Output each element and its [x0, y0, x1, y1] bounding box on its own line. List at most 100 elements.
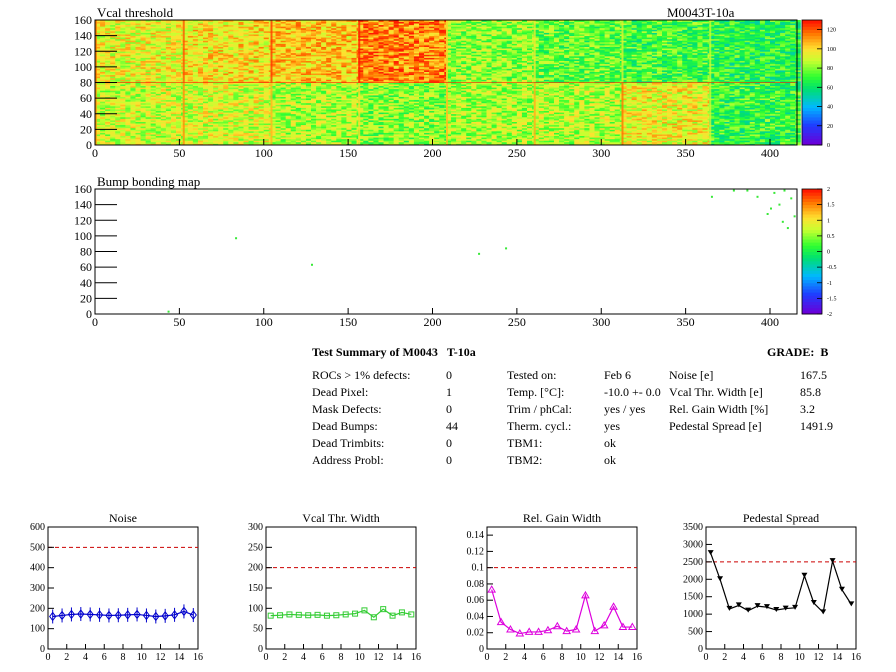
heatmap-cell — [476, 110, 482, 113]
heatmap-cell — [599, 124, 606, 127]
heatmap-cell — [589, 130, 595, 133]
heatmap-cell — [626, 101, 633, 104]
heatmap-cell — [270, 112, 276, 115]
heatmap-cell — [110, 84, 116, 87]
heatmap-cell — [667, 109, 673, 112]
heatmap-cell — [548, 121, 555, 124]
heatmap-cell — [584, 110, 590, 113]
heatmap-cell — [434, 123, 440, 126]
heatmap-cell — [238, 126, 244, 129]
heatmap-cell — [511, 82, 518, 85]
heatmap-cell — [702, 102, 708, 105]
heatmap-cell — [100, 101, 106, 104]
heatmap-cell — [388, 95, 395, 97]
heatmap-cell — [692, 127, 698, 130]
heatmap-cell — [636, 84, 643, 87]
heatmap-cell — [336, 118, 342, 121]
heatmap-cell — [677, 101, 683, 104]
heatmap-cell — [383, 113, 390, 116]
heatmap-cell — [182, 123, 189, 126]
heatmap-cell — [197, 135, 204, 138]
heatmap-cell — [584, 135, 590, 138]
heatmap-cell — [636, 126, 643, 129]
heatmap-cell — [589, 141, 595, 144]
heatmap-cell — [456, 132, 462, 135]
heatmap-cell — [270, 113, 276, 116]
heatmap-cell — [305, 96, 312, 99]
heatmap-cell — [383, 124, 390, 127]
heatmap-cell — [548, 132, 555, 135]
heatmap-cell — [439, 109, 445, 112]
heatmap-cell — [223, 123, 229, 126]
heatmap-cell — [213, 99, 219, 102]
heatmap-cell — [446, 99, 452, 102]
heatmap-cell — [506, 137, 513, 140]
heatmap-cell — [105, 127, 111, 130]
heatmap-cell — [692, 84, 698, 87]
heatmap-cell — [461, 85, 467, 88]
heatmap-cell — [176, 138, 182, 141]
heatmap-cell — [564, 98, 570, 101]
heatmap-cell — [501, 104, 508, 107]
heatmap-cell — [203, 124, 209, 127]
heatmap-cell — [543, 132, 550, 135]
heatmap-cell — [667, 135, 673, 138]
heatmap-cell — [456, 105, 462, 108]
heatmap-cell — [584, 95, 590, 97]
heatmap-cell — [248, 121, 255, 124]
heatmap-cell — [614, 110, 621, 113]
heatmap-cell — [187, 105, 194, 108]
heatmap-cell — [538, 113, 545, 116]
heatmap-cell — [564, 124, 570, 127]
heatmap-cell — [182, 127, 189, 130]
heatmap-cell — [533, 102, 540, 105]
heatmap-cell — [285, 102, 292, 105]
heatmap-cell — [486, 118, 492, 121]
heatmap-cell — [285, 138, 292, 141]
heatmap-cell — [599, 137, 606, 140]
heatmap-cell — [579, 118, 585, 121]
heatmap-cell — [506, 116, 513, 119]
heatmap-cell — [290, 132, 297, 135]
heatmap-cell — [388, 129, 395, 132]
heatmap-cell — [682, 93, 688, 96]
heatmap-cell — [125, 137, 131, 140]
heatmap-cell — [511, 141, 518, 144]
heatmap-cell — [662, 126, 668, 129]
heatmap-cell — [125, 124, 131, 127]
heatmap-cell — [263, 93, 270, 96]
heatmap-cell — [682, 130, 688, 133]
heatmap-cell — [150, 95, 157, 97]
heatmap-cell — [594, 140, 600, 143]
heatmap-cell — [662, 101, 668, 104]
heatmap-cell — [446, 85, 452, 88]
heatmap-cell — [321, 91, 327, 94]
heatmap-cell — [192, 93, 199, 96]
heatmap-cell — [594, 96, 600, 99]
heatmap-cell — [105, 112, 111, 115]
heatmap-cell — [393, 113, 400, 116]
heatmap-cell — [403, 82, 410, 85]
heatmap-cell — [574, 124, 580, 127]
heatmap-cell — [574, 85, 580, 88]
heatmap-cell — [238, 116, 244, 119]
heatmap-cell — [130, 137, 136, 140]
heatmap-cell — [130, 127, 136, 130]
heatmap-cell — [516, 141, 523, 144]
heatmap-cell — [165, 93, 172, 96]
heatmap-cell — [521, 113, 528, 116]
heatmap-cell — [471, 91, 477, 94]
heatmap-cell — [248, 102, 255, 105]
heatmap-cell — [326, 113, 332, 116]
heatmap-cell — [419, 124, 425, 127]
heatmap-cell — [253, 110, 260, 113]
heatmap-cell — [692, 105, 698, 108]
heatmap-cell — [346, 113, 352, 116]
heatmap-cell — [614, 99, 621, 102]
heatmap-cell — [429, 99, 435, 102]
heatmap-cell — [223, 129, 229, 132]
heatmap-cell — [130, 135, 136, 138]
heatmap-cell — [110, 115, 116, 118]
heatmap-cell — [424, 104, 430, 107]
heatmap-cell — [253, 121, 260, 124]
